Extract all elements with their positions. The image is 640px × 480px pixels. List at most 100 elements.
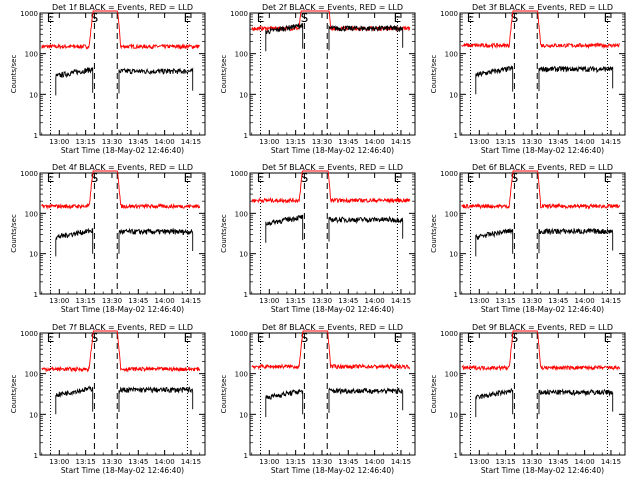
time-marker-label: E xyxy=(394,331,402,345)
plot-frame xyxy=(249,12,416,136)
y-tick-label: 10 xyxy=(29,411,38,419)
panel-title: Det 4f BLACK = Events, RED = LLD xyxy=(52,163,193,172)
y-tick-label: 10 xyxy=(239,411,248,419)
x-tick-label: 13:00 xyxy=(469,458,489,466)
y-tick-label: 1000 xyxy=(20,330,38,338)
x-tick-label: 13:30 xyxy=(312,138,332,146)
plot-frame xyxy=(39,172,206,295)
time-marker-label: E xyxy=(184,171,192,185)
panel-title: Det 1f BLACK = Events, RED = LLD xyxy=(52,3,193,12)
y-axis-label: Counts/sec xyxy=(10,214,18,253)
y-tick-label: 1000 xyxy=(440,330,458,338)
x-axis-label: Start Time (18-May-02 12:46:40) xyxy=(61,466,184,475)
y-tick-label: 1 xyxy=(454,291,458,299)
x-tick-label: 13:45 xyxy=(548,297,568,305)
panel-2: Det 2f BLACK = Events, RED = LLD 1 10 100 10… xyxy=(220,3,416,155)
x-axis-label: Start Time (18-May-02 12:46:40) xyxy=(481,146,604,155)
x-tick-label: 13:30 xyxy=(522,297,542,305)
x-tick-label: 14:00 xyxy=(575,297,595,305)
y-axis-label: Counts/sec xyxy=(220,214,228,253)
x-tick-label: 13:30 xyxy=(102,458,122,466)
x-tick-label: 13:30 xyxy=(312,297,332,305)
series-line-events xyxy=(328,24,404,51)
time-marker-label: E xyxy=(604,331,612,345)
x-tick-label: 13:45 xyxy=(548,138,568,146)
x-axis-label: Start Time (18-May-02 12:46:40) xyxy=(271,146,394,155)
y-axis-label: Counts/sec xyxy=(430,375,438,414)
series-line-events xyxy=(538,388,614,415)
x-tick-label: 14:15 xyxy=(391,458,411,466)
plot-frame xyxy=(459,172,626,295)
x-tick-label: 13:45 xyxy=(128,297,148,305)
series-line-events xyxy=(118,227,194,254)
x-tick-label: 14:15 xyxy=(391,138,411,146)
series-line-events xyxy=(538,65,614,92)
x-tick-label: 13:45 xyxy=(338,138,358,146)
series-line-events xyxy=(55,67,94,96)
y-tick-label: 100 xyxy=(25,51,38,59)
time-marker-label: E xyxy=(257,171,265,185)
y-tick-label: 100 xyxy=(445,210,458,218)
time-marker-label: E xyxy=(604,11,612,25)
x-tick-label: 13:00 xyxy=(469,138,489,146)
series-line-events xyxy=(328,387,404,413)
plot-frame xyxy=(39,332,206,456)
y-axis-label: Counts/sec xyxy=(10,375,18,414)
plot-frame xyxy=(39,12,206,136)
x-axis-label: Start Time (18-May-02 12:46:40) xyxy=(481,466,604,475)
series-line-events xyxy=(328,215,404,242)
series-line-events xyxy=(475,387,514,418)
time-marker-label: S xyxy=(91,331,99,345)
x-tick-label: 13:45 xyxy=(128,138,148,146)
x-tick-label: 13:30 xyxy=(522,458,542,466)
panel-7: Det 7f BLACK = Events, RED = LLD 1 10 100 10… xyxy=(10,323,206,475)
time-marker-label: E xyxy=(604,171,612,185)
y-tick-label: 10 xyxy=(449,411,458,419)
x-tick-label: 14:00 xyxy=(575,138,595,146)
time-marker-label: S xyxy=(91,171,99,185)
y-tick-label: 1 xyxy=(244,132,248,140)
x-tick-label: 14:15 xyxy=(181,297,201,305)
y-tick-label: 1 xyxy=(34,291,38,299)
time-marker-label: E xyxy=(184,11,192,25)
panel-4: Det 4f BLACK = Events, RED = LLD 1 10 100 10… xyxy=(10,163,206,314)
time-marker-label: S xyxy=(301,171,309,185)
x-tick-label: 14:15 xyxy=(181,138,201,146)
x-tick-label: 13:00 xyxy=(259,297,279,305)
series-line-events xyxy=(55,227,94,257)
panel-title: Det 6f BLACK = Events, RED = LLD xyxy=(472,163,613,172)
x-tick-label: 14:15 xyxy=(181,458,201,466)
y-tick-label: 1000 xyxy=(440,10,458,18)
y-tick-label: 1 xyxy=(34,452,38,460)
series-line-events xyxy=(265,214,304,243)
x-tick-label: 13:15 xyxy=(496,138,516,146)
x-tick-label: 13:00 xyxy=(49,138,69,146)
x-tick-label: 14:00 xyxy=(155,458,175,466)
series-line-events xyxy=(475,65,514,95)
x-tick-label: 13:15 xyxy=(286,138,306,146)
y-tick-label: 100 xyxy=(235,210,248,218)
y-tick-label: 1000 xyxy=(20,10,38,18)
y-tick-label: 100 xyxy=(445,371,458,379)
series-line-lld xyxy=(461,10,620,50)
panel-5: Det 5f BLACK = Events, RED = LLD 1 10 100 10… xyxy=(220,163,416,314)
y-tick-label: 100 xyxy=(235,51,248,59)
x-tick-label: 14:15 xyxy=(601,458,621,466)
x-tick-label: 14:15 xyxy=(601,138,621,146)
x-tick-label: 13:15 xyxy=(76,138,96,146)
time-marker-label: S xyxy=(91,11,99,25)
y-tick-label: 1000 xyxy=(230,170,248,178)
time-marker-label: E xyxy=(257,11,265,25)
time-marker-label: E xyxy=(47,331,55,345)
x-tick-label: 13:00 xyxy=(259,458,279,466)
panel-title: Det 9f BLACK = Events, RED = LLD xyxy=(472,323,613,332)
plot-frame xyxy=(459,12,626,136)
panel-title: Det 7f BLACK = Events, RED = LLD xyxy=(52,323,193,332)
series-line-events xyxy=(118,385,194,412)
y-tick-label: 100 xyxy=(445,51,458,59)
y-tick-label: 1000 xyxy=(440,170,458,178)
x-tick-label: 14:15 xyxy=(601,297,621,305)
x-axis-label: Start Time (18-May-02 12:46:40) xyxy=(61,146,184,155)
time-marker-label: E xyxy=(467,331,475,345)
